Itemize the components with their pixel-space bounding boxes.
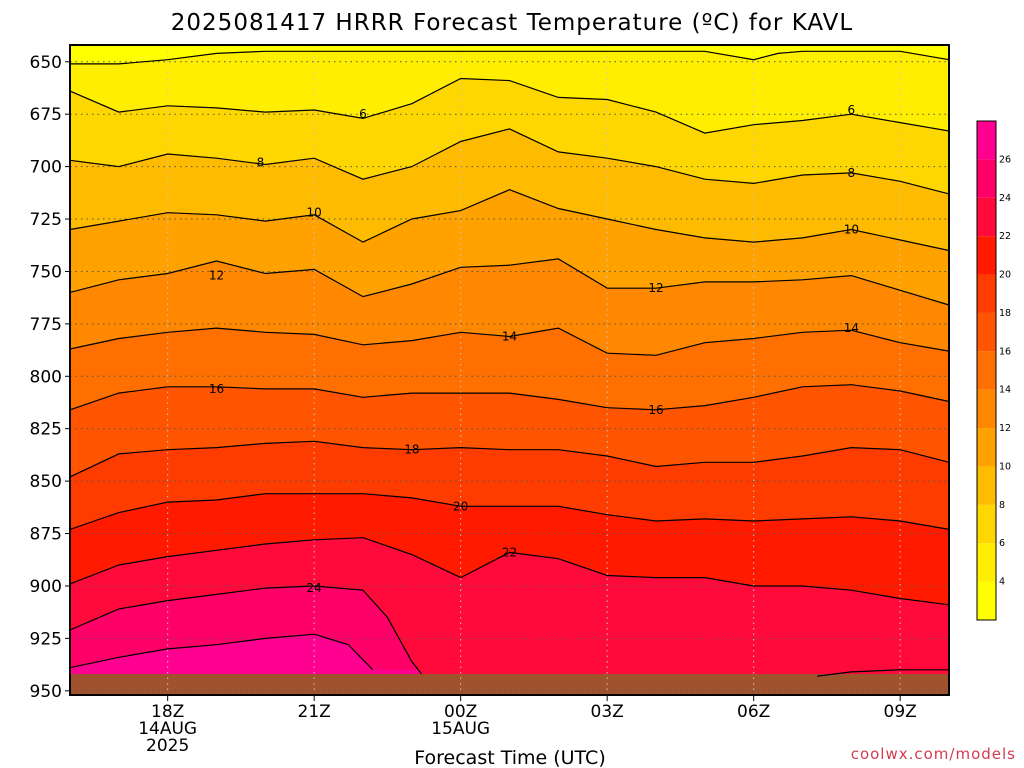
contour-26-12 <box>69 633 374 671</box>
contour-22-9 <box>69 537 950 606</box>
contour-18-7 <box>69 440 950 478</box>
x-tick-label-18-1: 14AUG <box>138 719 197 739</box>
y-tick-label-875: 875 <box>30 525 62 545</box>
contour-label-1: 6 <box>848 103 856 117</box>
contour-16-6 <box>69 384 950 411</box>
y-tick-label-850: 850 <box>30 472 62 492</box>
contour-10-3 <box>69 189 950 252</box>
colorbar: 4 6 8 10 12 14 16 18 20 22 24 26 <box>976 120 1011 621</box>
contour-label-0: 6 <box>359 107 367 121</box>
contour-6-1 <box>69 77 950 134</box>
contour-24-10 <box>69 585 423 675</box>
contour-label-9: 14 <box>844 321 859 335</box>
y-tick-label-825: 825 <box>30 420 62 440</box>
colorbar-segment-8 <box>977 274 996 313</box>
colorbar-segment-7 <box>977 312 996 352</box>
ground-surface <box>70 674 949 695</box>
colorbar-label-14: 14 <box>999 385 1011 396</box>
contour-label-7: 12 <box>648 281 663 295</box>
colorbar-label-22: 22 <box>999 231 1011 242</box>
x-tick-label-18-0: 18Z <box>151 702 184 722</box>
colorbar-label-12: 12 <box>999 423 1011 434</box>
colorbar-segment-6 <box>977 351 996 390</box>
contour-label-15: 24 <box>307 581 322 595</box>
x-tick-label-24-0: 00Z <box>444 702 477 722</box>
temperature-fill-bands <box>70 45 949 695</box>
contour-label-6: 12 <box>209 269 224 283</box>
colorbar-segment-9 <box>977 236 996 275</box>
credit-text: coolwx.com/models <box>851 745 1016 763</box>
chart-title: 2025081417 HRRR Forecast Temperature (ºC… <box>171 10 853 36</box>
x-tick-label-18-2: 2025 <box>146 736 189 756</box>
colorbar-segment-5 <box>977 389 996 429</box>
colorbar-label-18: 18 <box>999 308 1011 319</box>
contour-14-5 <box>69 327 950 356</box>
y-axis-ticks: 650 675 700 725 750 775 800 825 850 875 900 925 950 <box>30 53 70 702</box>
colorbar-segment-11 <box>977 159 996 198</box>
colorbar-label-4: 4 <box>999 577 1005 588</box>
contour-label-12: 18 <box>404 443 419 457</box>
colorbar-label-8: 8 <box>999 500 1005 511</box>
colorbar-frame <box>976 120 997 621</box>
y-tick-label-925: 925 <box>30 629 62 649</box>
contour-labels: 6 6 8 8 10 10 12 12 14 14 16 16 18 20 22 24 <box>209 103 859 595</box>
colorbar-segment-2 <box>977 504 996 544</box>
contour-12-4 <box>69 258 950 306</box>
y-tick-label-650: 650 <box>30 53 62 73</box>
contour-label-5: 10 <box>844 223 859 237</box>
y-tick-label-725: 725 <box>30 210 62 230</box>
contour-label-10: 16 <box>209 382 224 396</box>
contour-lines <box>69 50 950 677</box>
contour-8-2 <box>69 128 950 195</box>
plot-frame <box>69 44 950 696</box>
contour-24-11 <box>817 669 949 677</box>
y-tick-label-700: 700 <box>30 158 62 178</box>
x-tick-label-21-0: 21Z <box>298 702 331 722</box>
colorbar-label-24: 24 <box>999 193 1011 204</box>
x-tick-label-27-0: 03Z <box>591 702 624 722</box>
colorbar-label-10: 10 <box>999 461 1011 472</box>
band-below-6 <box>70 45 949 134</box>
y-tick-label-750: 750 <box>30 262 62 282</box>
ground-fill <box>70 674 949 695</box>
colorbar-segment-1 <box>977 543 996 582</box>
colorbar-segment-0 <box>977 581 996 620</box>
y-tick-label-800: 800 <box>30 367 62 387</box>
contour-4-0 <box>70 50 950 65</box>
y-tick-label-775: 775 <box>30 315 62 335</box>
contour-label-13: 20 <box>453 499 468 513</box>
y-tick-label-675: 675 <box>30 105 62 125</box>
x-tick-label-33-0: 09Z <box>884 702 917 722</box>
contour-label-2: 8 <box>257 155 265 169</box>
y-tick-label-900: 900 <box>30 577 62 597</box>
colorbar-label-6: 6 <box>999 538 1005 549</box>
colorbar-segment-10 <box>977 197 996 237</box>
colorbar-label-16: 16 <box>999 346 1011 357</box>
colorbar-segment-12 <box>977 121 996 160</box>
colorbar-segment-4 <box>977 428 996 467</box>
x-tick-label-30-0: 06Z <box>737 702 770 722</box>
x-tick-label-24-1: 15AUG <box>431 719 490 739</box>
y-tick-label-950: 950 <box>30 682 62 702</box>
colorbar-segment-3 <box>977 466 996 505</box>
colorbar-label-26: 26 <box>999 154 1011 165</box>
contour-label-4: 10 <box>307 206 322 220</box>
contour-label-8: 14 <box>502 329 517 343</box>
contour-label-3: 8 <box>848 166 856 180</box>
contour-label-14: 22 <box>502 545 517 559</box>
contour-label-11: 16 <box>648 403 663 417</box>
x-axis-label: Forecast Time (UTC) <box>414 747 605 768</box>
band-below-4 <box>70 45 949 64</box>
contour-20-8 <box>69 493 950 530</box>
colorbar-label-20: 20 <box>999 270 1011 281</box>
